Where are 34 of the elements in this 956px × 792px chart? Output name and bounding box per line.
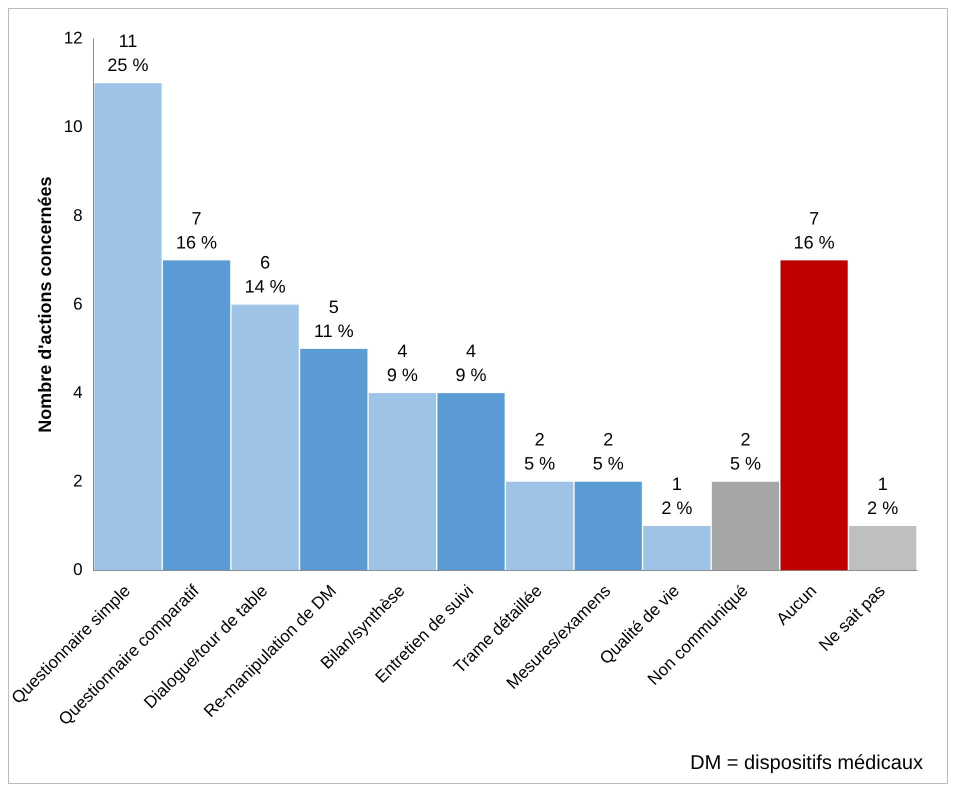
data-label: 2 5 % bbox=[592, 430, 624, 474]
data-label: 6 14 % bbox=[244, 252, 286, 297]
x-tick-label: Ne sait pas bbox=[815, 581, 889, 655]
bar bbox=[162, 260, 230, 570]
bar bbox=[300, 348, 368, 570]
data-label: 1 2 % bbox=[867, 474, 898, 518]
y-tick-label: 4 bbox=[73, 382, 83, 402]
bar bbox=[849, 526, 916, 570]
bar bbox=[643, 526, 710, 570]
data-label: 2 5 % bbox=[730, 430, 761, 474]
bar bbox=[437, 393, 505, 570]
bar bbox=[368, 393, 436, 570]
bar bbox=[780, 260, 848, 570]
y-tick-label: 10 bbox=[64, 117, 83, 136]
data-label: 2 5 % bbox=[524, 430, 556, 474]
bar bbox=[574, 482, 642, 570]
text: DM = dispositifs médicaux bbox=[690, 752, 923, 775]
bar bbox=[94, 83, 162, 570]
y-tick-label: 2 bbox=[73, 471, 83, 490]
y-tick-label: 12 bbox=[64, 28, 83, 48]
bar bbox=[232, 304, 299, 570]
data-label: 7 16 % bbox=[794, 208, 835, 252]
data-label: 5 11 % bbox=[314, 296, 354, 341]
bar bbox=[506, 482, 574, 570]
y-tick-label: 0 bbox=[73, 560, 83, 579]
data-label: 7 16 % bbox=[176, 208, 218, 252]
data-label: 1 2 % bbox=[661, 474, 692, 518]
bar bbox=[712, 482, 780, 570]
y-tick-label: 6 bbox=[73, 294, 83, 314]
data-label: 4 9 % bbox=[455, 341, 487, 386]
y-tick-label: 8 bbox=[73, 206, 83, 225]
y-axis-title: Nombre d'actions concernées bbox=[34, 176, 55, 433]
data-label: 4 9 % bbox=[386, 341, 418, 386]
data-label: 11 25 % bbox=[107, 31, 148, 76]
